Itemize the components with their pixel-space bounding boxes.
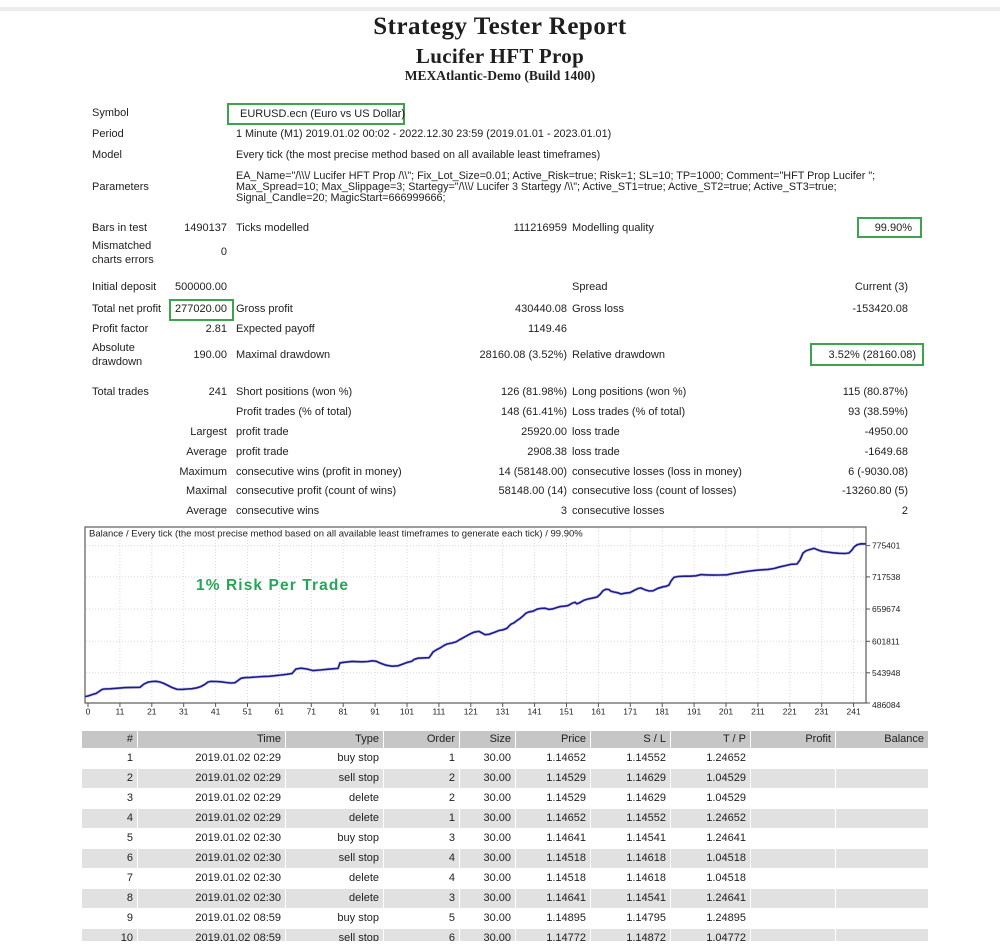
svg-text:81: 81: [338, 707, 348, 717]
svg-text:717538: 717538: [872, 572, 901, 582]
svg-text:Balance / Every tick (the most: Balance / Every tick (the most precise m…: [89, 529, 583, 540]
svg-text:161: 161: [591, 707, 605, 717]
svg-text:71: 71: [307, 707, 317, 717]
svg-text:0: 0: [86, 707, 91, 717]
svg-text:61: 61: [275, 707, 285, 717]
svg-text:91: 91: [370, 707, 380, 717]
svg-text:201: 201: [719, 707, 733, 717]
svg-text:1% Risk Per Trade: 1% Risk Per Trade: [196, 577, 349, 594]
svg-text:131: 131: [496, 707, 510, 717]
svg-text:181: 181: [655, 707, 669, 717]
svg-text:31: 31: [179, 707, 189, 717]
svg-text:121: 121: [464, 707, 478, 717]
svg-text:211: 211: [751, 707, 765, 717]
svg-text:171: 171: [623, 707, 637, 717]
svg-text:151: 151: [559, 707, 573, 717]
svg-text:231: 231: [815, 707, 829, 717]
svg-text:191: 191: [687, 707, 701, 717]
svg-text:241: 241: [847, 707, 861, 717]
svg-text:11: 11: [115, 707, 124, 717]
svg-text:659674: 659674: [872, 604, 901, 614]
svg-text:543948: 543948: [872, 668, 901, 678]
svg-text:486084: 486084: [872, 700, 901, 710]
svg-text:111: 111: [432, 707, 445, 717]
svg-text:21: 21: [147, 707, 157, 717]
svg-text:601811: 601811: [872, 636, 900, 646]
svg-text:51: 51: [243, 707, 253, 717]
svg-text:101: 101: [400, 707, 414, 717]
svg-text:775401: 775401: [872, 541, 901, 551]
svg-text:141: 141: [528, 707, 542, 717]
svg-text:221: 221: [783, 707, 797, 717]
svg-text:41: 41: [211, 707, 221, 717]
